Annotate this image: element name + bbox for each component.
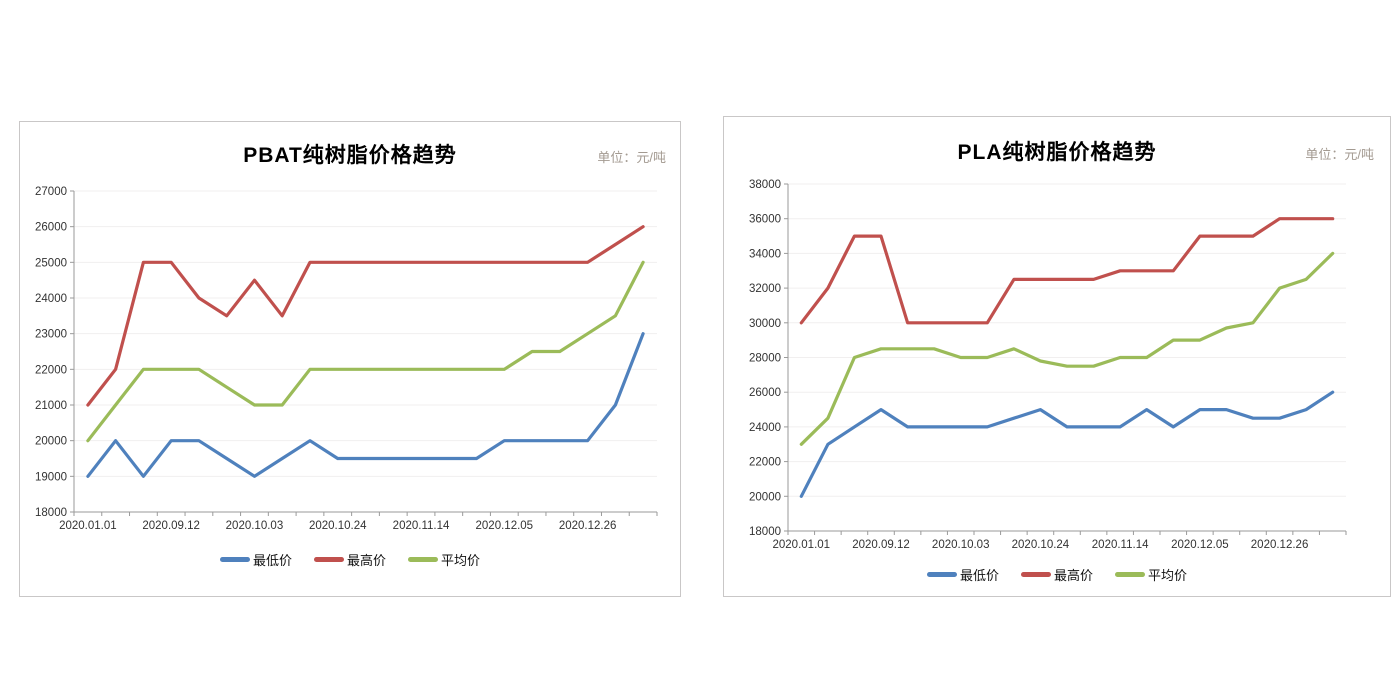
legend-label: 最低价 bbox=[252, 553, 292, 568]
svg-text:18000: 18000 bbox=[749, 526, 781, 538]
svg-text:38000: 38000 bbox=[749, 179, 781, 191]
svg-text:2020.10.03: 2020.10.03 bbox=[226, 520, 284, 532]
svg-text:2020.11.14: 2020.11.14 bbox=[393, 520, 450, 532]
unit-label-pla: 单位：元/吨 bbox=[1305, 147, 1374, 162]
legend-marker-icon bbox=[219, 557, 250, 562]
svg-text:2020.11.14: 2020.11.14 bbox=[1092, 539, 1149, 551]
svg-text:2020.12.26: 2020.12.26 bbox=[559, 520, 617, 532]
legend-label: 最低价 bbox=[959, 568, 999, 583]
legend-item-2: 平均价 bbox=[1115, 565, 1187, 584]
legend-marker-icon bbox=[408, 557, 438, 562]
svg-text:2020.12.05: 2020.12.05 bbox=[1171, 539, 1229, 551]
svg-text:24000: 24000 bbox=[35, 293, 67, 305]
svg-text:22000: 22000 bbox=[749, 457, 781, 469]
legend-marker-icon bbox=[1020, 572, 1051, 577]
svg-text:2020.09.12: 2020.09.12 bbox=[142, 520, 200, 532]
svg-text:2020.10.24: 2020.10.24 bbox=[309, 520, 367, 532]
svg-text:2020.10.24: 2020.10.24 bbox=[1012, 539, 1070, 551]
svg-text:20000: 20000 bbox=[749, 491, 781, 503]
svg-text:2020.01.01: 2020.01.01 bbox=[59, 520, 117, 532]
legend-marker-icon bbox=[1115, 572, 1145, 577]
legend-label: 最高价 bbox=[346, 553, 386, 568]
legend-item-1: 最高价 bbox=[313, 550, 386, 569]
svg-text:28000: 28000 bbox=[749, 353, 781, 365]
svg-text:22000: 22000 bbox=[35, 364, 67, 376]
svg-text:36000: 36000 bbox=[749, 214, 781, 226]
legend-marker-icon bbox=[926, 572, 957, 577]
svg-text:2020.01.01: 2020.01.01 bbox=[773, 539, 831, 551]
chart-title-pla: PLA纯树脂价格趋势 bbox=[957, 141, 1157, 164]
pla-price-line-chart: 38000 36000 34000 32000 30000 28000 26000 24000… bbox=[749, 179, 1347, 551]
chart-title-pbat: PBAT纯树脂价格趋势 bbox=[243, 144, 457, 167]
legend-pla: 最低价 最高价 平均价 bbox=[724, 565, 1390, 584]
legend-label: 平均价 bbox=[441, 553, 481, 568]
legend-item-0: 最低价 bbox=[926, 565, 999, 584]
svg-text:32000: 32000 bbox=[749, 283, 781, 295]
svg-text:26000: 26000 bbox=[749, 387, 781, 399]
svg-text:2020.09.12: 2020.09.12 bbox=[852, 539, 910, 551]
legend-pbat: 最低价 最高价 平均价 bbox=[20, 550, 680, 569]
legend-marker-icon bbox=[313, 557, 344, 562]
svg-text:30000: 30000 bbox=[749, 318, 781, 330]
svg-text:27000: 27000 bbox=[35, 186, 67, 198]
legend-item-1: 最高价 bbox=[1020, 565, 1093, 584]
svg-text:2020.12.26: 2020.12.26 bbox=[1251, 539, 1309, 551]
pbat-price-line-chart: 27000 26000 25000 24000 23000 22000 21000 20000… bbox=[35, 186, 658, 532]
svg-text:21000: 21000 bbox=[35, 400, 67, 412]
chart-panel-pla: 38000 36000 34000 32000 30000 28000 26000 24000… bbox=[723, 116, 1391, 597]
legend-label: 平均价 bbox=[1148, 568, 1188, 583]
legend-label: 最高价 bbox=[1053, 568, 1093, 583]
svg-text:25000: 25000 bbox=[35, 257, 67, 269]
svg-text:34000: 34000 bbox=[749, 248, 781, 260]
svg-text:23000: 23000 bbox=[35, 329, 67, 341]
svg-text:2020.10.03: 2020.10.03 bbox=[932, 539, 990, 551]
svg-text:19000: 19000 bbox=[35, 471, 67, 483]
legend-item-0: 最低价 bbox=[219, 550, 292, 569]
chart-panel-pbat: 27000 26000 25000 24000 23000 22000 21000 20000… bbox=[19, 121, 681, 597]
svg-text:24000: 24000 bbox=[749, 422, 781, 434]
legend-item-2: 平均价 bbox=[408, 550, 480, 569]
svg-text:26000: 26000 bbox=[35, 222, 67, 234]
svg-text:20000: 20000 bbox=[35, 436, 67, 448]
svg-text:2020.12.05: 2020.12.05 bbox=[476, 520, 534, 532]
unit-label-pbat: 单位：元/吨 bbox=[597, 150, 666, 165]
svg-text:18000: 18000 bbox=[35, 507, 67, 519]
